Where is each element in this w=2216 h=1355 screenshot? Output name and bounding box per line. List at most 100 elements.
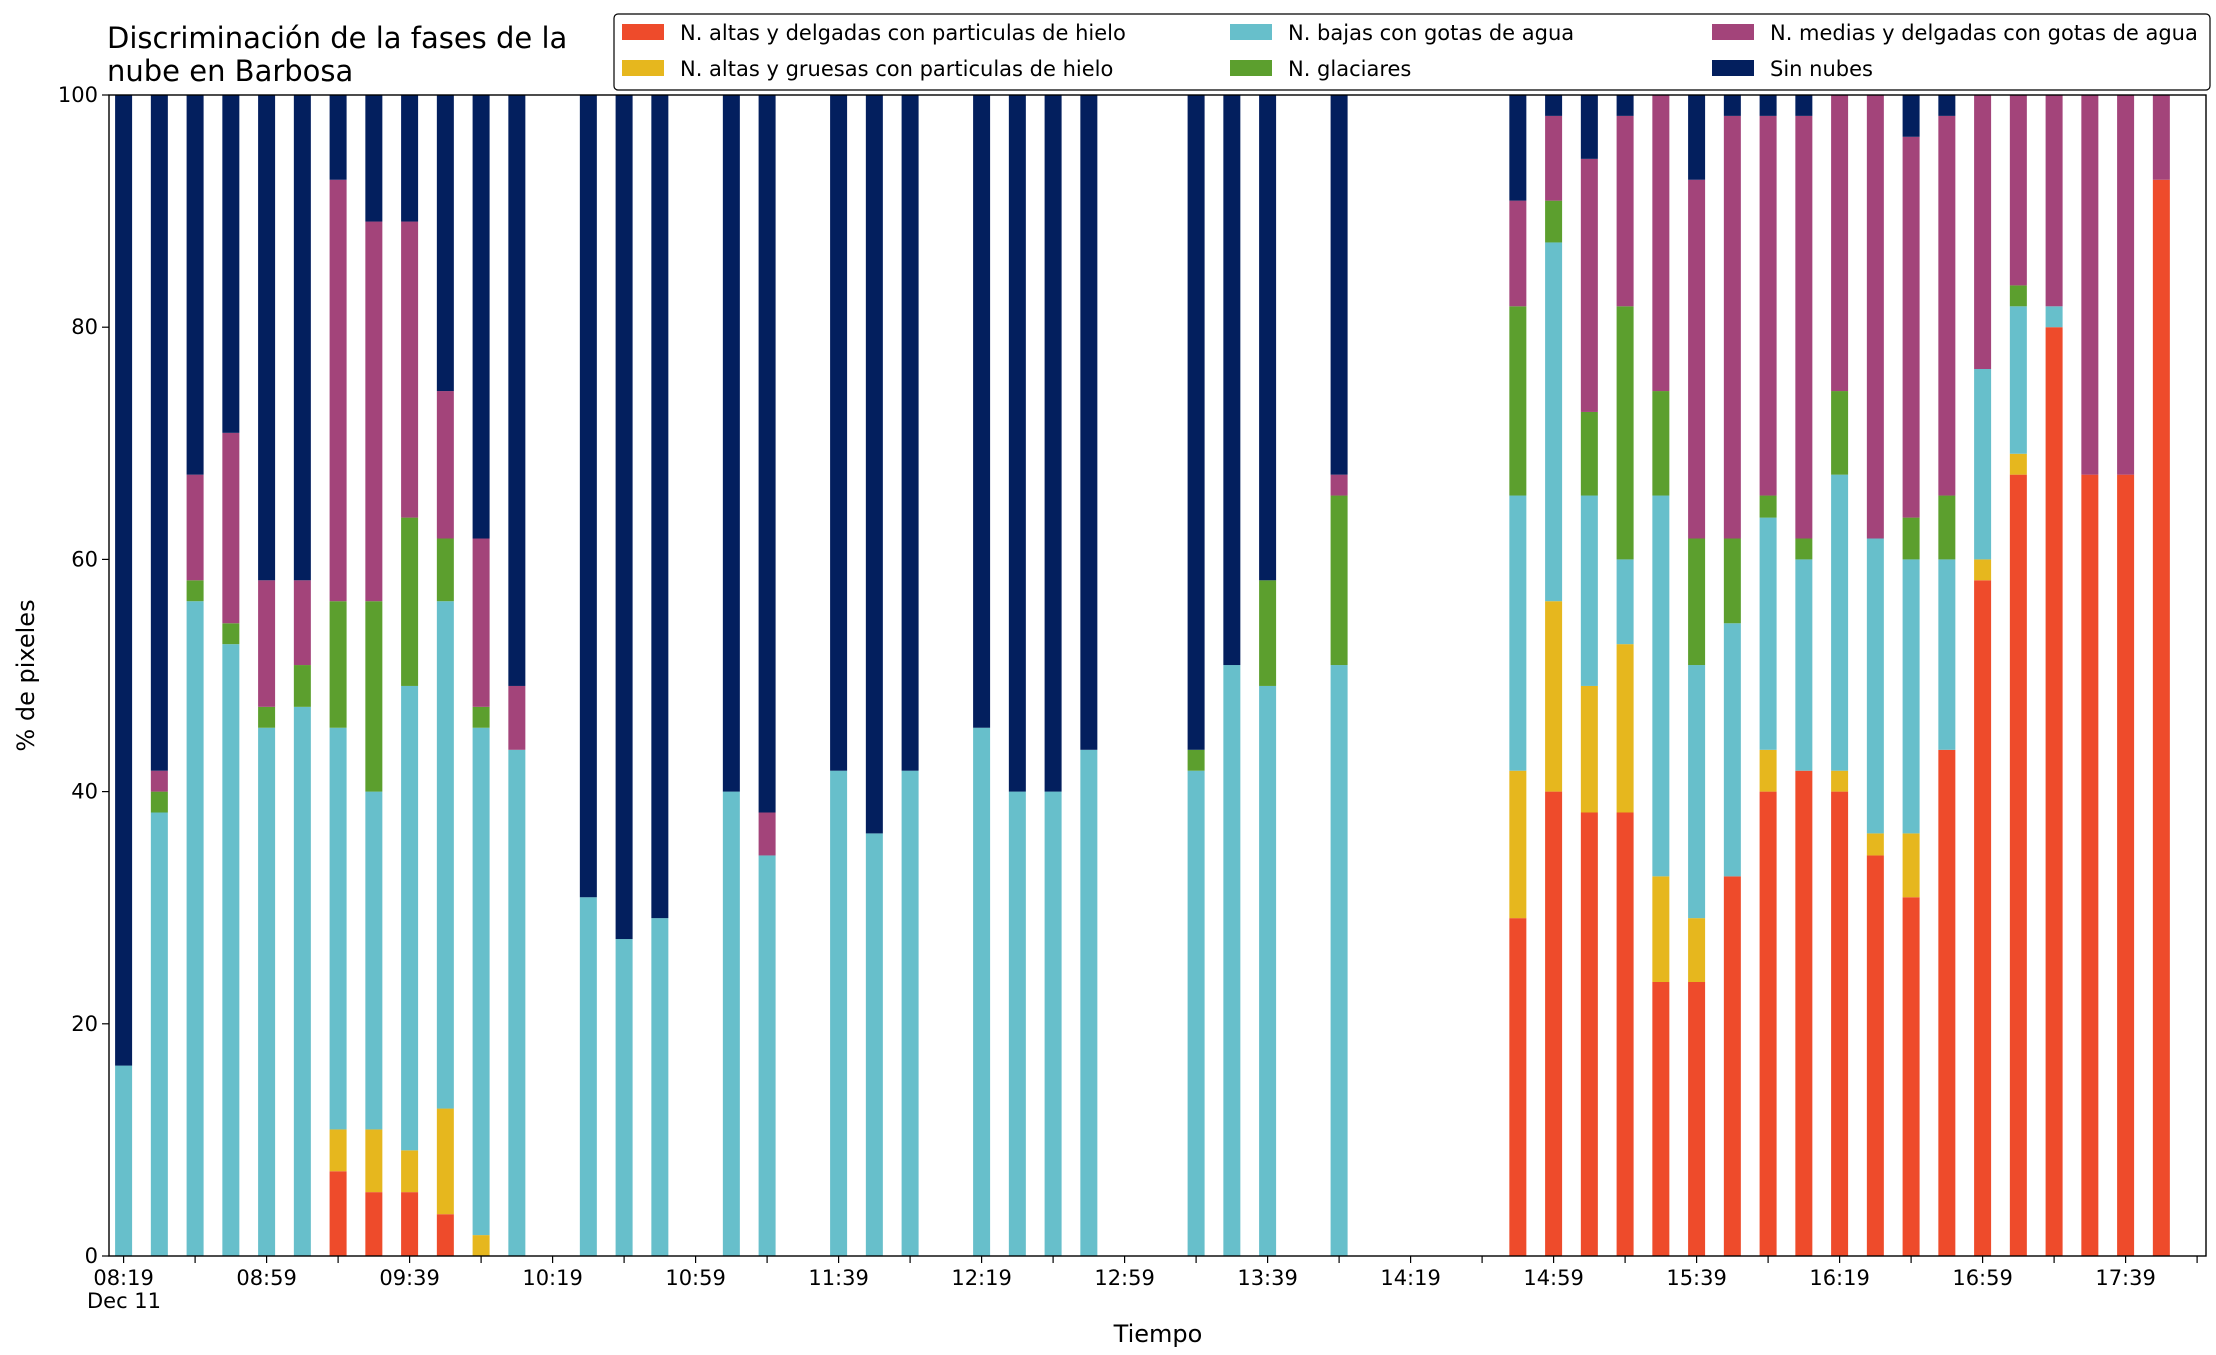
- bar-segment: [2081, 474, 2099, 1257]
- bar-segment: [651, 918, 669, 1256]
- bar-segment: [472, 538, 490, 707]
- bar-segment: [1831, 95, 1849, 392]
- bar-segment: [1509, 306, 1527, 496]
- x-tick-label: 16:19: [1809, 1266, 1870, 1290]
- bar-segment: [651, 95, 669, 919]
- bar-segment: [222, 644, 240, 1256]
- bar-segment: [258, 95, 276, 581]
- bar-segment: [615, 95, 633, 940]
- bar-segment: [1866, 95, 1884, 539]
- bar-segment: [1545, 791, 1563, 1256]
- bar-segment: [150, 791, 168, 813]
- bar-segment: [1652, 391, 1670, 496]
- bar-segment: [472, 95, 490, 539]
- bar-segment: [1652, 876, 1670, 983]
- y-tick-label: 80: [71, 315, 98, 339]
- x-tick-label: 12:19: [951, 1266, 1012, 1290]
- bar-segment: [1902, 897, 1920, 1256]
- legend-label: N. glaciares: [1288, 57, 1411, 81]
- bar-segment: [1509, 495, 1527, 771]
- bar-segment: [2009, 285, 2027, 307]
- bar-segment: [1831, 474, 1849, 771]
- bar-segment: [401, 1192, 419, 1256]
- bar-segment: [2152, 95, 2170, 180]
- bar-segment: [2045, 327, 2063, 1256]
- bar-segment: [150, 812, 168, 1256]
- x-tick-label: 14:59: [1523, 1266, 1584, 1290]
- bar-segment: [1652, 982, 1670, 1256]
- bar-segment: [722, 791, 740, 1256]
- bar-segment: [1723, 115, 1741, 539]
- bar-segment: [1330, 495, 1348, 666]
- bar-segment: [1044, 95, 1062, 792]
- bar-segment: [436, 538, 454, 602]
- legend-label: N. bajas con gotas de agua: [1288, 21, 1574, 45]
- bar-segment: [1616, 812, 1634, 1256]
- bar-segment: [1223, 95, 1241, 666]
- bar-segment: [1902, 559, 1920, 834]
- bar-segment: [1330, 474, 1348, 496]
- bar-segment: [1580, 495, 1598, 686]
- bar-segment: [2117, 95, 2135, 475]
- bar-segment: [1008, 95, 1026, 792]
- bar-segment: [329, 601, 347, 728]
- bar-segment: [1902, 136, 1920, 518]
- bar-segment: [186, 601, 204, 1256]
- bar-segment: [1866, 855, 1884, 1256]
- x-axis-label: Tiempo: [1113, 1320, 1203, 1348]
- bar-segment: [329, 727, 347, 1130]
- legend-label: N. medias y delgadas con gotas de agua: [1770, 21, 2198, 45]
- bar-segment: [1580, 158, 1598, 412]
- bar-segment: [1616, 306, 1634, 560]
- bar-segment: [1688, 179, 1706, 539]
- bar-segment: [472, 727, 490, 1236]
- bar-segment: [615, 939, 633, 1256]
- bar-segment: [1330, 95, 1348, 475]
- bar-segment: [365, 1129, 383, 1193]
- x-tick-label: 13:39: [1237, 1266, 1298, 1290]
- bar-segment: [1795, 770, 1813, 1256]
- bar-segment: [901, 95, 919, 771]
- chart-title: Discriminación de la fases de la nube en …: [107, 21, 567, 88]
- bar-segment: [1902, 95, 1920, 137]
- bar-segment: [2152, 179, 2170, 1256]
- bar-segment: [1974, 580, 1992, 1256]
- legend-label: N. altas y gruesas con particulas de hie…: [680, 57, 1113, 81]
- bar-segment: [401, 221, 419, 518]
- bar-segment: [1545, 95, 1563, 116]
- bar-segment: [1938, 559, 1956, 750]
- bar-segment: [401, 1150, 419, 1193]
- bar-segment: [258, 706, 276, 728]
- bar-segment: [1330, 665, 1348, 1256]
- bar-segment: [865, 95, 883, 834]
- bar-segment: [2009, 306, 2027, 454]
- bar-segment: [579, 95, 597, 898]
- bar-segment: [2045, 306, 2063, 328]
- plot-frame: [108, 94, 2207, 1257]
- bar-segment: [1723, 95, 1741, 116]
- bar-segment: [901, 770, 919, 1256]
- legend-box: [613, 13, 2211, 91]
- bar-segment: [1688, 665, 1706, 919]
- legend-swatch: [622, 24, 664, 40]
- bar-segment: [1616, 559, 1634, 645]
- bar-segment: [1688, 95, 1706, 180]
- bar-segment: [1759, 115, 1777, 496]
- x-tick-label: 08:19: [93, 1266, 154, 1290]
- bar-segment: [1688, 538, 1706, 666]
- x-tick-label: 08:59: [236, 1266, 297, 1290]
- legend-label: Sin nubes: [1770, 57, 1873, 81]
- bar-segment: [1795, 559, 1813, 771]
- bar-segment: [1723, 538, 1741, 624]
- legend-swatch: [622, 60, 664, 76]
- bar-segment: [186, 95, 204, 475]
- bar-segment: [293, 95, 311, 581]
- x-tick-label: 11:39: [808, 1266, 869, 1290]
- bar-segment: [2009, 453, 2027, 475]
- bar-segment: [293, 665, 311, 707]
- bar-segment: [1187, 749, 1205, 771]
- bar-segment: [1580, 411, 1598, 496]
- bar-segment: [436, 1108, 454, 1215]
- legend-swatch: [1230, 60, 1272, 76]
- x-tick-label: 14:19: [1380, 1266, 1441, 1290]
